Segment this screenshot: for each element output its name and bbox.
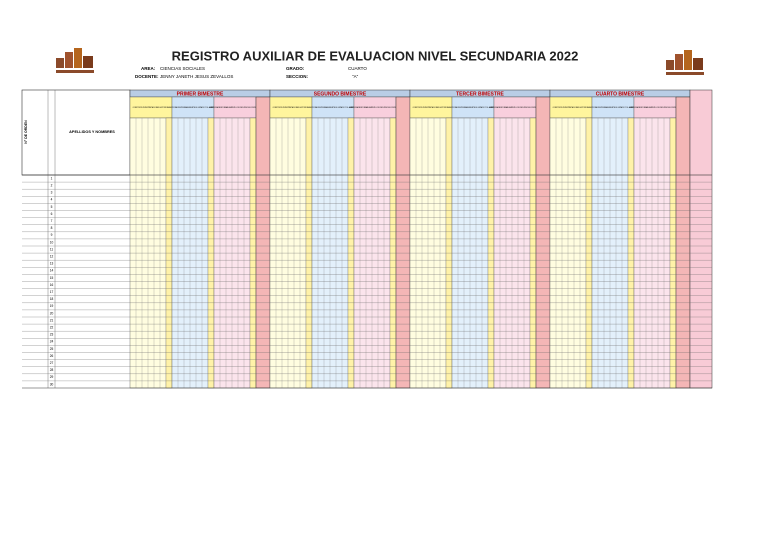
logo-right bbox=[666, 50, 704, 75]
row-number: 28 bbox=[50, 368, 54, 372]
row-number: 26 bbox=[50, 354, 54, 358]
row-number: 19 bbox=[50, 304, 54, 308]
row-number: 17 bbox=[50, 290, 54, 294]
header-cell bbox=[21, 89, 131, 176]
bimestre-title: SEGUNDO BIMESTRE bbox=[314, 91, 367, 97]
row-number: 13 bbox=[50, 262, 54, 266]
row-number: 11 bbox=[50, 247, 54, 251]
bimestre-title: TERCER BIMESTRE bbox=[456, 91, 504, 97]
bimestre-final bbox=[395, 96, 411, 389]
row-number: 3 bbox=[51, 191, 53, 195]
row-number: 21 bbox=[50, 318, 54, 322]
competencia-name: CONSTRUYE INTERPRETACIONES HISTÓRICAS bbox=[133, 106, 170, 109]
row-number: 27 bbox=[50, 361, 54, 365]
competencia-name: GESTIONA RESPONSABLEMENTE LOS RECURSOS E… bbox=[350, 106, 401, 109]
row-number: 7 bbox=[51, 219, 53, 223]
title: REGISTRO AUXILIAR DE EVALUACION NIVEL SE… bbox=[172, 48, 579, 63]
row-number: 24 bbox=[50, 340, 54, 344]
value: CIENCIAS SOCIALES bbox=[160, 66, 205, 71]
row-number: 14 bbox=[50, 269, 54, 273]
competencia-name: CONSTRUYE INTERPRETACIONES HISTÓRICAS bbox=[413, 106, 450, 109]
row-number: 23 bbox=[50, 333, 54, 337]
label: SECCION: bbox=[286, 74, 309, 79]
bimestre-title: PRIMER BIMESTRE bbox=[177, 91, 224, 97]
value: CUARTO bbox=[348, 66, 367, 71]
competencia-name: GESTIONA RESPONSABLEMENTE LOS RECURSOS E… bbox=[490, 106, 541, 109]
row-number: 22 bbox=[50, 325, 54, 329]
row-number: 10 bbox=[50, 240, 54, 244]
row-number: 8 bbox=[51, 226, 53, 230]
label: GRADO: bbox=[286, 66, 305, 71]
bimestre-final bbox=[255, 96, 271, 389]
names-header: APELLIDOS Y NOMBRES bbox=[69, 130, 115, 134]
bimestre-title: CUARTO BIMESTRE bbox=[596, 91, 645, 97]
value: JENNY JANETH JESUS ZEVALLOS bbox=[160, 74, 233, 79]
row-number: 29 bbox=[50, 375, 54, 379]
competencia-name: GESTIONA RESPONSABLEMENTE LOS RECURSOS E… bbox=[630, 106, 681, 109]
competencia-name: GESTIONA RESPONSABLEMENTE EL ESPACIO Y E… bbox=[589, 106, 637, 109]
row-number: 9 bbox=[51, 233, 53, 237]
row-number: 2 bbox=[51, 183, 53, 187]
competencia-name: GESTIONA RESPONSABLEMENTE EL ESPACIO Y E… bbox=[309, 106, 357, 109]
row-number: 18 bbox=[50, 297, 54, 301]
value: "A" bbox=[352, 74, 359, 79]
order-header: N° DE ORDEN bbox=[24, 120, 28, 144]
row-number: 25 bbox=[50, 347, 54, 351]
row-number: 6 bbox=[51, 212, 53, 216]
competencia-name: GESTIONA RESPONSABLEMENTE LOS RECURSOS E… bbox=[210, 106, 261, 109]
row-number: 16 bbox=[50, 283, 54, 287]
competencia-name: GESTIONA RESPONSABLEMENTE EL ESPACIO Y E… bbox=[449, 106, 497, 109]
label: AREA: bbox=[141, 66, 156, 71]
competencia-name: CONSTRUYE INTERPRETACIONES HISTÓRICAS bbox=[553, 106, 590, 109]
bimestre-final bbox=[675, 96, 691, 389]
logo-left bbox=[56, 48, 94, 73]
row-number: 20 bbox=[50, 311, 54, 315]
row-number: 1 bbox=[51, 176, 53, 180]
row-number: 4 bbox=[51, 198, 53, 202]
competencia-name: CONSTRUYE INTERPRETACIONES HISTÓRICAS bbox=[273, 106, 310, 109]
row-number: 15 bbox=[50, 276, 54, 280]
row-number: 30 bbox=[50, 382, 54, 386]
row-number: 5 bbox=[51, 205, 53, 209]
row-number: 12 bbox=[50, 254, 54, 258]
bimestre-final bbox=[535, 96, 551, 389]
competencia-name: GESTIONA RESPONSABLEMENTE EL ESPACIO Y E… bbox=[169, 106, 217, 109]
label: DOCENTE: bbox=[135, 74, 159, 79]
